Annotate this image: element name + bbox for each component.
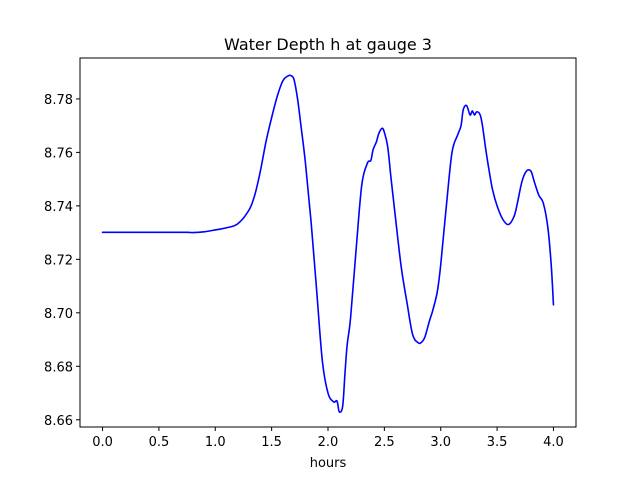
x-tick-label: 3.0 (430, 435, 451, 450)
x-tick-label: 4.0 (543, 435, 564, 450)
plot-frame (79, 57, 577, 428)
x-tick-label: 2.0 (318, 435, 339, 450)
y-tick-label: 8.72 (44, 253, 73, 268)
y-tick-label: 8.68 (44, 360, 73, 375)
ticks-layer: 0.0 0.5 1.0 1.5 2.0 2.5 3.0 3.5 4.0 8.66 8.68 8.70 8… (44, 93, 564, 450)
y-tick-label: 8.70 (44, 307, 73, 322)
x-tick-label: 3.5 (487, 435, 508, 450)
y-tick-label: 8.66 (44, 414, 73, 429)
y-tick-label: 8.76 (44, 146, 73, 161)
y-tick-label: 8.78 (44, 93, 73, 108)
y-tick-label: 8.74 (44, 200, 73, 215)
series-line (101, 74, 555, 413)
x-tick-label: 1.0 (205, 435, 226, 450)
x-tick-label: 2.5 (374, 435, 395, 450)
x-tick-label: 0.0 (92, 435, 113, 450)
x-axis-title: hours (310, 456, 347, 471)
chart-title: Water Depth h at gauge 3 (224, 35, 432, 54)
x-tick-label: 1.5 (261, 435, 282, 450)
series-layer (101, 74, 555, 413)
x-tick-label: 0.5 (149, 435, 170, 450)
